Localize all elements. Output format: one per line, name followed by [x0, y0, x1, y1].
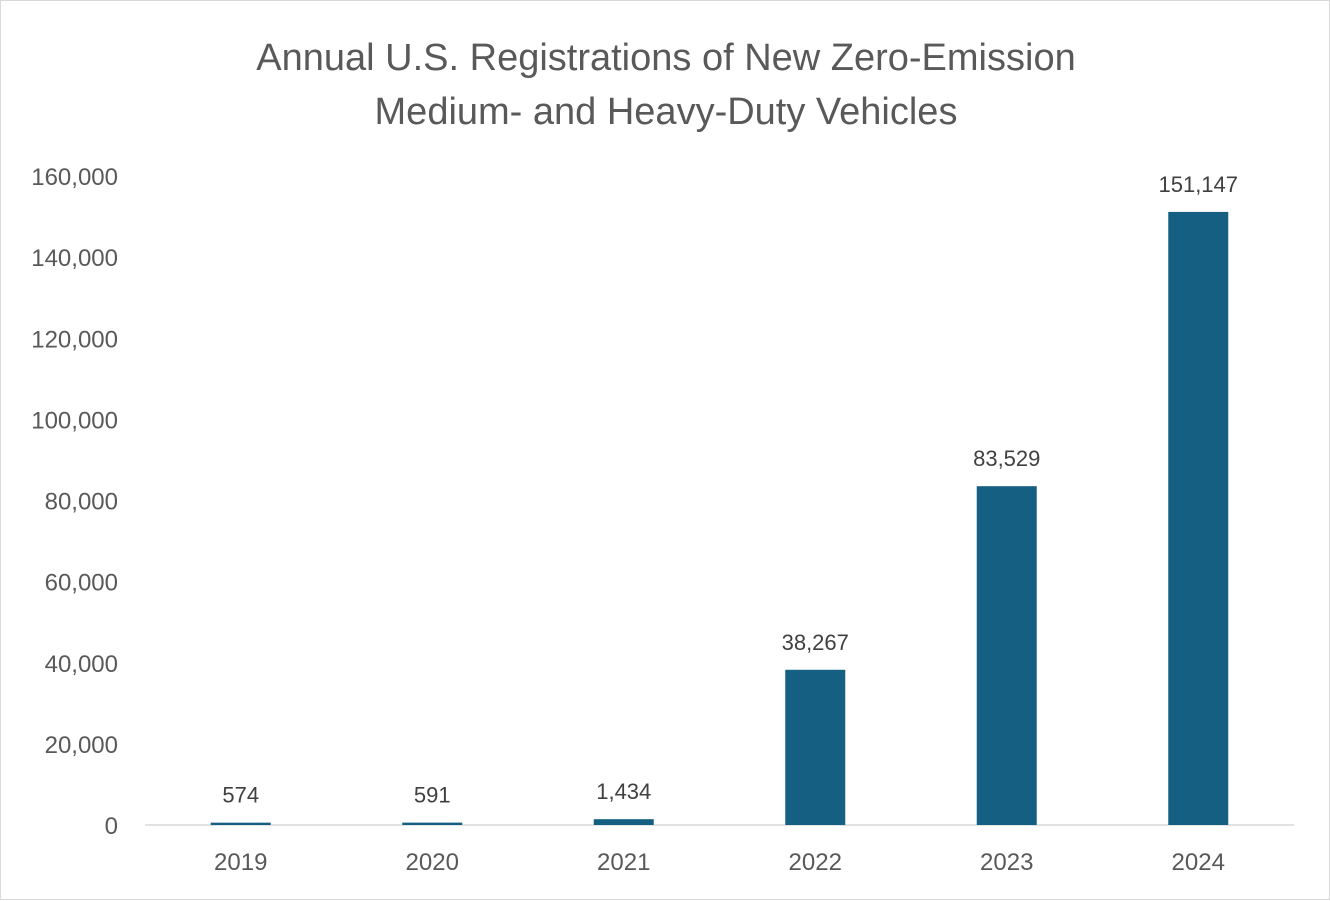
- y-tick-label: 40,000: [45, 651, 118, 678]
- chart-title-line-2: Medium- and Heavy-Duty Vehicles: [374, 91, 958, 133]
- data-label-2022: 38,267: [782, 630, 849, 655]
- y-tick-label: 140,000: [31, 245, 118, 272]
- x-tick-label: 2019: [214, 849, 267, 876]
- x-tick-label: 2021: [597, 849, 650, 876]
- x-tick-label: 2023: [980, 849, 1033, 876]
- x-tick-label: 2024: [1172, 849, 1225, 876]
- y-tick-label: 60,000: [45, 570, 118, 597]
- bar-2022: [785, 669, 846, 825]
- data-label-2023: 83,529: [973, 446, 1040, 471]
- chart-title: Annual U.S. Registrations of New Zero-Em…: [1, 31, 1330, 139]
- y-tick-label: 80,000: [45, 489, 118, 516]
- y-tick-label: 100,000: [31, 407, 118, 434]
- bar-2023: [976, 486, 1037, 825]
- data-label-2021: 1,434: [596, 779, 651, 804]
- data-label-2024: 151,147: [1158, 172, 1238, 197]
- y-tick-label: 20,000: [45, 732, 118, 759]
- x-tick-label: 2020: [406, 849, 459, 876]
- bar-2020: [402, 822, 463, 825]
- data-label-2019: 574: [222, 783, 259, 808]
- bar-2024: [1168, 211, 1229, 826]
- bar-2019: [210, 822, 271, 825]
- chart-title-line-1: Annual U.S. Registrations of New Zero-Em…: [256, 37, 1076, 79]
- y-tick-label: 0: [105, 813, 118, 840]
- bar-2021: [593, 819, 654, 825]
- data-label-2020: 591: [414, 783, 451, 808]
- y-tick-label: 120,000: [31, 326, 118, 353]
- y-tick-label: 160,000: [31, 164, 118, 191]
- x-tick-label: 2022: [789, 849, 842, 876]
